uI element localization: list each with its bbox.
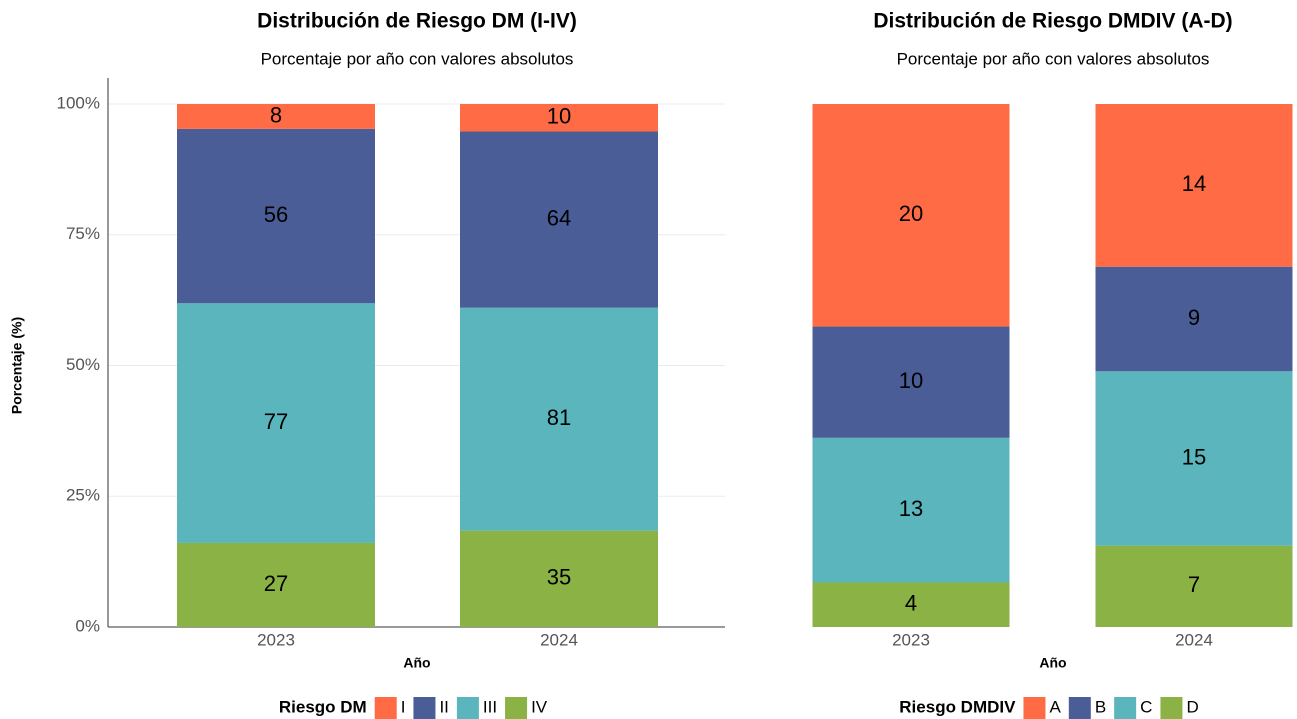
- legend-swatch: [1114, 697, 1137, 719]
- y-tick-label: 25%: [66, 486, 100, 505]
- legend-swatch: [413, 697, 436, 719]
- legend-label: A: [1049, 697, 1061, 716]
- x-tick-label: 2024: [540, 630, 578, 649]
- legend-label: IV: [531, 697, 548, 716]
- bar-segment: [460, 530, 658, 627]
- value-label: 15: [1182, 444, 1206, 469]
- bar-segment: [177, 303, 375, 543]
- bar-segment: [460, 307, 658, 531]
- value-label: 10: [547, 104, 571, 129]
- legend-swatch: [374, 697, 397, 719]
- legend-swatch: [505, 697, 528, 719]
- bar-segment: [1095, 104, 1293, 267]
- bar-segment: [460, 104, 658, 132]
- x-tick-label: 2023: [892, 630, 930, 649]
- bar-segment: [177, 104, 375, 129]
- bar-segment: [812, 582, 1010, 627]
- bar-segment: [812, 437, 1010, 583]
- value-label: 8: [270, 102, 282, 127]
- y-axis-title: Porcentaje (%): [9, 317, 25, 414]
- y-tick-label: 50%: [66, 355, 100, 374]
- value-label: 20: [899, 201, 923, 226]
- legend-swatch: [1160, 697, 1183, 719]
- x-axis-title: Año: [1039, 655, 1066, 671]
- legend-swatch: [456, 697, 479, 719]
- bar-segment: [812, 326, 1010, 438]
- value-label: 81: [547, 405, 571, 430]
- legend-label: C: [1140, 697, 1152, 716]
- legend-label: III: [483, 697, 497, 716]
- chart-title: Distribución de Riesgo DM (I-IV): [257, 10, 577, 33]
- y-tick-label: 100%: [57, 93, 100, 112]
- value-label: 77: [264, 409, 288, 434]
- y-tick-label: 75%: [66, 224, 100, 243]
- legend-swatch: [1068, 697, 1091, 719]
- bar-segment: [1095, 371, 1293, 546]
- legend-title: Riesgo DM: [279, 697, 367, 716]
- legend-label: B: [1095, 697, 1106, 716]
- x-tick-label: 2024: [1175, 630, 1213, 649]
- bar-segment: [177, 128, 375, 304]
- x-axis-title: Año: [403, 655, 430, 671]
- legend-label: D: [1186, 697, 1198, 716]
- chart-subtitle: Porcentaje por año con valores absolutos: [897, 49, 1210, 68]
- value-label: 7: [1188, 572, 1200, 597]
- value-label: 35: [547, 565, 571, 590]
- value-label: 13: [899, 496, 923, 521]
- chart-title: Distribución de Riesgo DMDIV (A-D): [873, 10, 1232, 33]
- x-tick-label: 2023: [257, 630, 295, 649]
- legend-swatch: [1023, 697, 1046, 719]
- bar-segment: [460, 131, 658, 308]
- legend-label: I: [401, 697, 406, 716]
- value-label: 10: [899, 368, 923, 393]
- bar-segment: [1095, 266, 1293, 372]
- value-label: 64: [547, 205, 571, 230]
- bar-segment: [177, 542, 375, 627]
- value-label: 14: [1182, 171, 1206, 196]
- value-label: 4: [905, 591, 917, 616]
- bar-segment: [1095, 545, 1293, 627]
- chart-subtitle: Porcentaje por año con valores absolutos: [261, 49, 574, 68]
- y-tick-label: 0%: [75, 616, 100, 635]
- value-label: 27: [264, 571, 288, 596]
- value-label: 9: [1188, 305, 1200, 330]
- value-label: 56: [264, 202, 288, 227]
- legend-label: II: [439, 697, 448, 716]
- bar-segment: [812, 104, 1010, 327]
- legend-title: Riesgo DMDIV: [899, 697, 1016, 716]
